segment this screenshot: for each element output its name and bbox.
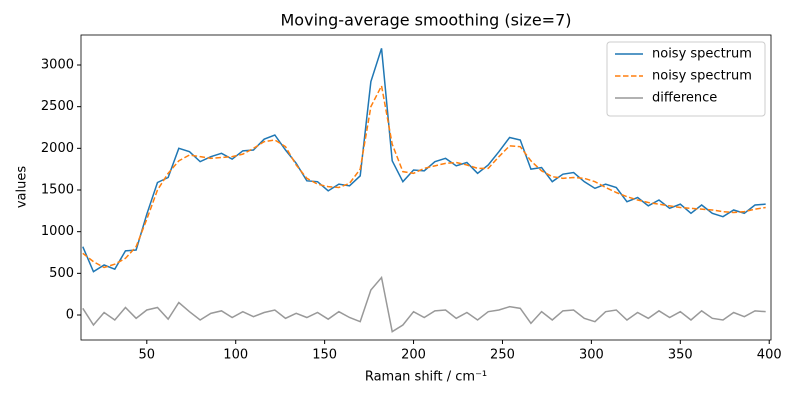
y-axis-label: values [15, 166, 30, 209]
y-tick-label: 0 [66, 308, 74, 323]
x-axis-label: Raman shift / cm⁻¹ [365, 370, 487, 385]
x-tick-label: 200 [401, 348, 426, 363]
chart-title: Moving-average smoothing (size=7) [281, 11, 572, 30]
x-tick-label: 250 [490, 348, 515, 363]
x-tick-label: 350 [668, 348, 693, 363]
series-line [82, 48, 766, 273]
legend-label: noisy spectrum [652, 47, 752, 62]
x-tick-label: 100 [223, 348, 248, 363]
y-tick-label: 2000 [41, 141, 74, 156]
x-tick-label: 150 [312, 348, 337, 363]
y-tick-label: 1000 [41, 224, 74, 239]
legend-label: difference [652, 91, 717, 106]
y-tick-label: 3000 [41, 58, 74, 73]
y-tick-label: 2500 [41, 99, 74, 114]
series-line [82, 275, 766, 333]
x-tick-label: 400 [757, 348, 782, 363]
legend-box [606, 41, 766, 117]
plot-frame [80, 34, 772, 341]
y-tick-label: 1500 [41, 183, 74, 198]
x-tick-label: 300 [579, 348, 604, 363]
series-line [82, 83, 766, 269]
x-tick-label: 50 [139, 348, 156, 363]
legend-label: noisy spectrum [652, 69, 752, 84]
y-tick-label: 500 [49, 266, 74, 281]
